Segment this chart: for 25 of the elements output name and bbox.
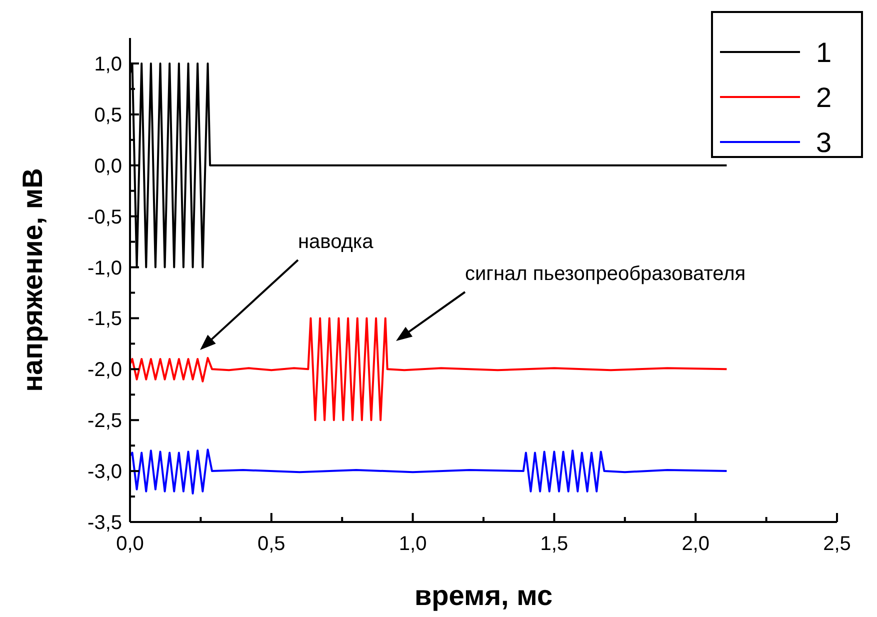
y-tick-label: 0,0 — [94, 155, 122, 178]
annotation: наводка — [298, 231, 374, 253]
x-tick-label: 0,0 — [116, 533, 144, 555]
y-tick-label: 0,5 — [94, 104, 122, 126]
y-tick-label: -2,0 — [88, 359, 122, 382]
y-tick-label: -0,5 — [88, 206, 122, 228]
y-tick-label: -1,5 — [88, 308, 122, 330]
y-tick-label: -2,5 — [88, 410, 122, 432]
y-axis-title: напряжение, мВ — [17, 168, 48, 392]
y-tick-label: -3,0 — [88, 461, 122, 484]
y-tick-label: 1,0 — [94, 53, 122, 76]
y-tick-label: -1,0 — [88, 257, 122, 280]
line-series — [129, 448, 728, 494]
x-tick-label: 0,5 — [257, 533, 286, 555]
y-tick-label: -3,5 — [88, 512, 122, 534]
legend-label: 3 — [816, 127, 832, 158]
legend-label: 2 — [816, 82, 832, 113]
x-tick-label: 2,5 — [823, 533, 851, 555]
x-tick-label: 1,0 — [398, 533, 427, 555]
x-axis-title: время, мс — [414, 580, 553, 611]
line-series — [129, 317, 728, 422]
annotation: сигнал пьезопреобразователя — [465, 263, 746, 285]
x-tick-label: 1,5 — [540, 533, 568, 555]
legend-label: 1 — [816, 37, 832, 68]
x-tick-label: 2,0 — [682, 533, 710, 555]
